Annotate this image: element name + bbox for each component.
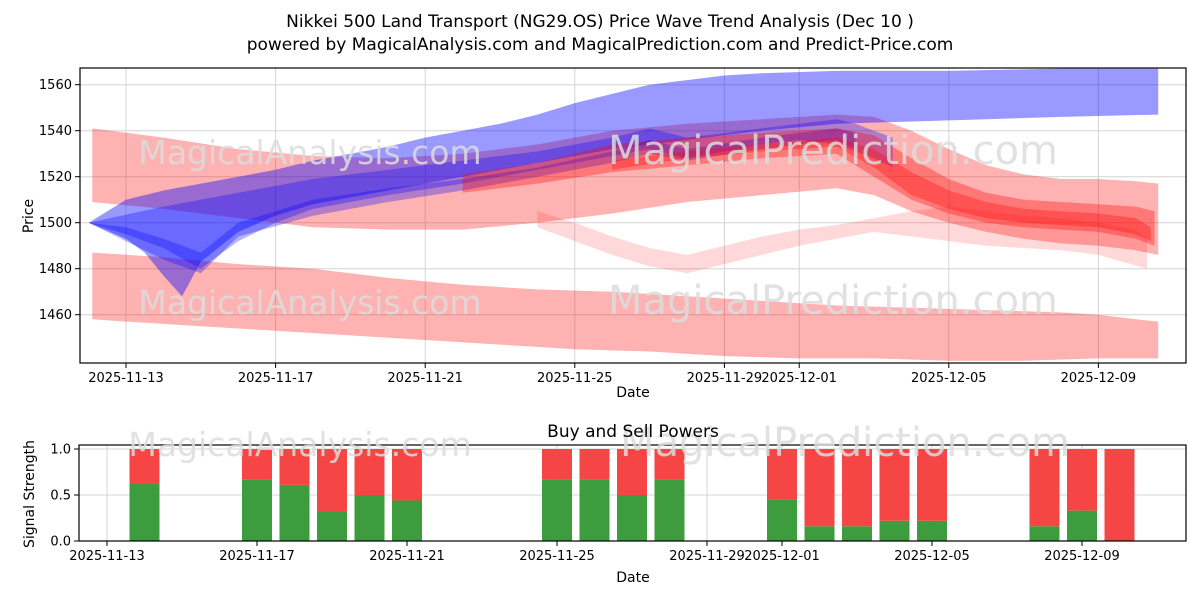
bar-buy-segment [392,500,422,541]
bar-sell-segment [242,449,272,480]
y-tick-label: 0.5 [50,489,71,504]
x-tick-label: 2025-11-29 [669,549,745,564]
price-ylabel: Price [21,199,37,233]
price-xlabel: Date [616,385,649,401]
band-blue-mid-band [88,119,893,269]
bar-sell-segment [1067,449,1097,511]
signal-ylabel: Signal Strength [22,440,38,548]
bar-sell-segment [129,449,160,484]
bar-buy-segment [317,511,347,541]
x-tick-label: 2025-12-05 [894,549,970,564]
x-tick-label: 2025-11-21 [387,371,463,386]
bar-sell-segment [767,449,797,500]
x-tick-label: 2025-11-21 [369,549,445,564]
watermark-text: MagicalAnalysis.com [128,425,471,464]
x-tick-label: 2025-12-01 [761,371,837,386]
bar-sell-segment [279,449,310,485]
band-red-core-band-1 [462,128,1155,246]
y-tick-label: 1500 [39,216,72,231]
bar-sell-segment [579,449,610,480]
watermark-text: MagicalAnalysis.com [138,133,481,172]
x-tick-label: 2025-11-17 [238,371,314,386]
bar-sell-segment [317,449,347,512]
bar-sell-segment [392,449,422,501]
bar-buy-segment [542,479,572,541]
bar-sell-segment [879,449,910,521]
watermark-text: MagicalPrediction.com [620,420,1070,466]
price-wave-bands [88,68,1159,361]
x-tick-label: 2025-11-29 [687,371,763,386]
bar-buy-segment [842,526,872,541]
bar-sell-segment [654,449,685,480]
watermark-text: MagicalPrediction.com [608,278,1058,324]
x-tick-label: 2025-12-09 [1061,371,1137,386]
signal-chart: 2025-11-13 2025-11-17 2025-11-21 2025-11-25… [50,443,1187,564]
bar-buy-segment [767,499,797,541]
figure-title-line1: Nikkei 500 Land Transport (NG29.OS) Pric… [286,12,914,32]
y-tick-label: 1.0 [50,443,71,458]
watermark-text: MagicalAnalysis.com [138,283,481,322]
watermark-layer: MagicalAnalysis.com MagicalPrediction.com… [128,128,1070,466]
signal-chart-title: Buy and Sell Powers [547,422,719,442]
bar-buy-segment [879,520,910,541]
band-blue-envelope-fan [88,68,1159,297]
band-red-core-band-2 [612,137,1151,242]
x-tick-label: 2025-11-13 [88,371,164,386]
signal-plot-border [78,444,1187,542]
signal-xlabel: Date [616,570,649,586]
bar-buy-segment [917,520,947,541]
x-tick-label: 2025-12-01 [744,549,820,564]
y-tick-label: 1480 [39,262,72,277]
y-tick-label: 1520 [39,170,72,185]
y-tick-label: 0.0 [50,535,71,550]
x-tick-label: 2025-12-05 [911,371,987,386]
bar-buy-segment [654,479,685,541]
watermark-text: MagicalPrediction.com [608,128,1058,174]
price-chart: 2025-11-13 2025-11-17 2025-11-21 2025-11-25… [39,67,1187,386]
y-tick-label: 1560 [39,78,72,93]
price-grid [80,68,1186,363]
x-tick-label: 2025-11-25 [519,549,595,564]
bar-sell-segment [617,449,647,495]
bar-sell-segment [917,449,947,521]
bar-sell-segment [842,449,872,527]
bar-sell-segment [1104,449,1135,541]
signal-bars [129,449,1135,541]
bar-sell-segment [1029,449,1060,527]
price-plot-border [79,67,1187,364]
bar-buy-segment [1067,510,1097,541]
price-axes: 2025-11-13 2025-11-17 2025-11-21 2025-11-25… [39,67,1187,386]
x-tick-label: 2025-11-13 [69,549,145,564]
bar-buy-segment [129,483,160,541]
x-tick-label: 2025-12-09 [1044,549,1120,564]
bar-sell-segment [804,449,835,527]
y-tick-label: 1540 [39,124,72,139]
x-tick-label: 2025-11-25 [537,371,613,386]
figure-title-line2: powered by MagicalAnalysis.com and Magic… [247,35,954,55]
bar-sell-segment [354,449,385,495]
bar-buy-segment [579,479,610,541]
band-red-lower-band [92,252,1159,361]
bar-buy-segment [617,495,647,541]
bar-buy-segment [354,495,385,541]
band-red-upper-band [92,114,1159,255]
band-red-light-low-band [537,206,1147,274]
band-blue-core-band [88,128,856,274]
x-tick-label: 2025-11-17 [219,549,295,564]
bar-buy-segment [1029,526,1060,541]
bar-buy-segment [242,479,272,541]
bar-buy-segment [279,484,310,541]
bar-buy-segment [804,526,835,541]
bar-sell-segment [542,449,572,480]
signal-axes: 2025-11-13 2025-11-17 2025-11-21 2025-11-25… [50,443,1187,564]
y-tick-label: 1460 [39,308,72,323]
